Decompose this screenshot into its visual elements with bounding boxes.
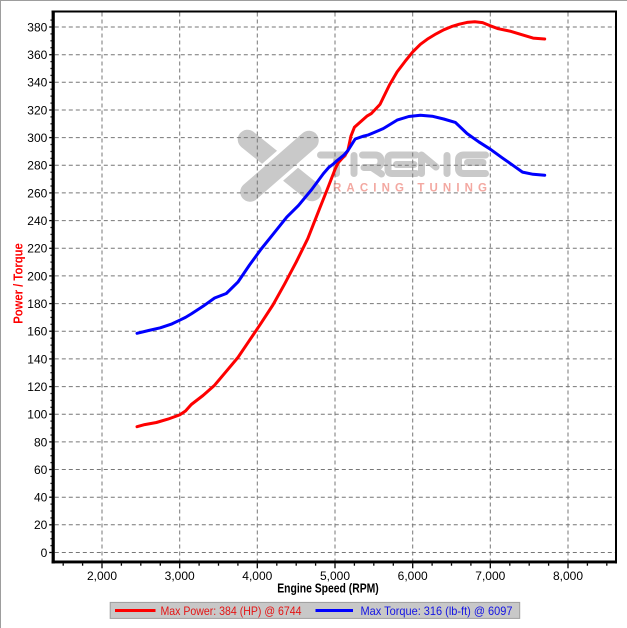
svg-text:2,000: 2,000	[87, 569, 117, 583]
svg-text:340: 340	[27, 76, 47, 90]
svg-text:260: 260	[27, 186, 47, 200]
svg-text:360: 360	[27, 48, 47, 62]
svg-text:Engine Speed (RPM): Engine Speed (RPM)	[277, 582, 379, 596]
svg-text:120: 120	[27, 380, 47, 394]
svg-text:3,000: 3,000	[165, 569, 195, 583]
svg-text:320: 320	[27, 103, 47, 117]
svg-text:Max Power: 384 (HP) @ 6744: Max Power: 384 (HP) @ 6744	[161, 604, 302, 618]
svg-text:7,000: 7,000	[475, 569, 505, 583]
svg-text:180: 180	[27, 297, 47, 311]
svg-text:6,000: 6,000	[398, 569, 428, 583]
svg-text:20: 20	[34, 518, 48, 532]
svg-text:280: 280	[27, 159, 47, 173]
svg-text:40: 40	[34, 491, 48, 505]
svg-text:Max Torque: 316 (lb-ft) @ 6097: Max Torque: 316 (lb-ft) @ 6097	[361, 604, 513, 618]
svg-text:380: 380	[27, 20, 47, 34]
svg-text:60: 60	[34, 463, 48, 477]
svg-text:200: 200	[27, 269, 47, 283]
svg-text:300: 300	[27, 131, 47, 145]
svg-text:8,000: 8,000	[553, 569, 583, 583]
svg-text:140: 140	[27, 352, 47, 366]
svg-text:100: 100	[27, 408, 47, 422]
svg-text:80: 80	[34, 435, 48, 449]
svg-text:Power / Torque: Power / Torque	[12, 243, 26, 324]
svg-text:5,000: 5,000	[320, 569, 350, 583]
svg-text:0: 0	[41, 546, 48, 560]
svg-text:240: 240	[27, 214, 47, 228]
svg-text:160: 160	[27, 325, 47, 339]
svg-text:220: 220	[27, 242, 47, 256]
svg-text:4,000: 4,000	[242, 569, 272, 583]
svg-text:RACING TUNING: RACING TUNING	[333, 183, 491, 195]
